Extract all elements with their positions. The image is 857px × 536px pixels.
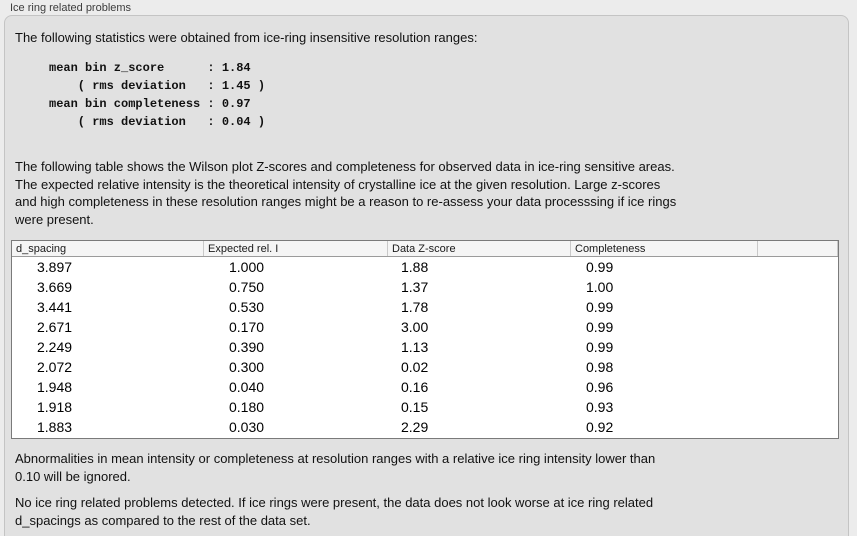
table-cell-empty: [758, 257, 838, 277]
table-row[interactable]: 3.669 0.750 1.37 1.00: [12, 277, 838, 297]
table-cell: 3.897: [37, 259, 73, 275]
table-cell: 0.530: [229, 299, 265, 315]
table-cell: 1.88: [401, 259, 429, 275]
table-cell: 0.99: [586, 299, 614, 315]
table-cell: 1.78: [401, 299, 429, 315]
table-cell: 0.02: [401, 359, 429, 375]
table-cell: 0.96: [586, 379, 614, 395]
table-cell: 0.16: [401, 379, 429, 395]
table-cell: 0.300: [229, 359, 265, 375]
table-cell-empty: [758, 317, 838, 337]
table-cell: 0.99: [586, 319, 614, 335]
stats-intro-text: The following statistics were obtained f…: [15, 30, 478, 45]
table-row[interactable]: 2.249 0.390 1.13 0.99: [12, 337, 838, 357]
table-cell: 0.99: [586, 339, 614, 355]
stats-summary-block: mean bin z_score : 1.84 ( rms deviation …: [49, 61, 266, 129]
table-cell: 0.98: [586, 359, 614, 375]
column-header-data-z-score[interactable]: Data Z-score: [388, 241, 571, 256]
table-cell: 1.000: [229, 259, 265, 275]
table-cell-empty: [758, 357, 838, 377]
table-cell: 0.92: [586, 419, 614, 435]
table-cell: 1.918: [37, 399, 73, 415]
table-cell: 1.948: [37, 379, 73, 395]
table-cell: 0.15: [401, 399, 429, 415]
table-cell-empty: [758, 377, 838, 397]
table-cell: 0.180: [229, 399, 265, 415]
table-row[interactable]: 3.441 0.530 1.78 0.99: [12, 297, 838, 317]
column-header-completeness[interactable]: Completeness: [571, 241, 758, 256]
table-row[interactable]: 2.072 0.300 0.02 0.98: [12, 357, 838, 377]
table-cell: 3.669: [37, 279, 73, 295]
table-cell: 0.040: [229, 379, 265, 395]
table-cell: 1.883: [37, 419, 73, 435]
column-header-expected-rel-i[interactable]: Expected rel. I: [204, 241, 388, 256]
ignore-threshold-note: Abnormalities in mean intensity or compl…: [15, 451, 656, 484]
table-cell: 3.441: [37, 299, 73, 315]
table-cell: 0.170: [229, 319, 265, 335]
column-header-empty: [758, 241, 838, 256]
table-row[interactable]: 2.671 0.170 3.00 0.99: [12, 317, 838, 337]
table-cell: 2.29: [401, 419, 429, 435]
table-cell: 0.390: [229, 339, 265, 355]
ice-ring-table: d_spacing Expected rel. I Data Z-score C…: [11, 240, 839, 439]
conclusion-text: No ice ring related problems detected. I…: [15, 495, 654, 528]
table-header-row: d_spacing Expected rel. I Data Z-score C…: [12, 241, 838, 257]
table-cell: 0.030: [229, 419, 265, 435]
table-cell: 1.37: [401, 279, 429, 295]
table-cell: 3.00: [401, 319, 429, 335]
table-cell-empty: [758, 397, 838, 417]
group-box-title: Ice ring related problems: [10, 2, 132, 14]
column-header-d-spacing[interactable]: d_spacing: [12, 241, 204, 256]
table-cell: 2.671: [37, 319, 73, 335]
group-box: The following statistics were obtained f…: [4, 15, 849, 536]
table-row[interactable]: 1.883 0.030 2.29 0.92: [12, 417, 838, 437]
table-body: 3.897 1.000 1.88 0.99 3.669 0.750 1.37 1.00 3.44…: [12, 257, 838, 437]
table-cell: 1.00: [586, 279, 614, 295]
table-cell: 0.99: [586, 259, 614, 275]
table-cell: 2.072: [37, 359, 73, 375]
table-row[interactable]: 3.897 1.000 1.88 0.99: [12, 257, 838, 277]
table-cell-empty: [758, 277, 838, 297]
table-cell-empty: [758, 337, 838, 357]
table-cell-empty: [758, 297, 838, 317]
table-cell-empty: [758, 417, 838, 437]
table-cell: 2.249: [37, 339, 73, 355]
table-row[interactable]: 1.918 0.180 0.15 0.93: [12, 397, 838, 417]
table-description-text: The following table shows the Wilson plo…: [15, 159, 677, 227]
table-cell: 1.13: [401, 339, 429, 355]
table-cell: 0.93: [586, 399, 614, 415]
table-row[interactable]: 1.948 0.040 0.16 0.96: [12, 377, 838, 397]
table-cell: 0.750: [229, 279, 265, 295]
